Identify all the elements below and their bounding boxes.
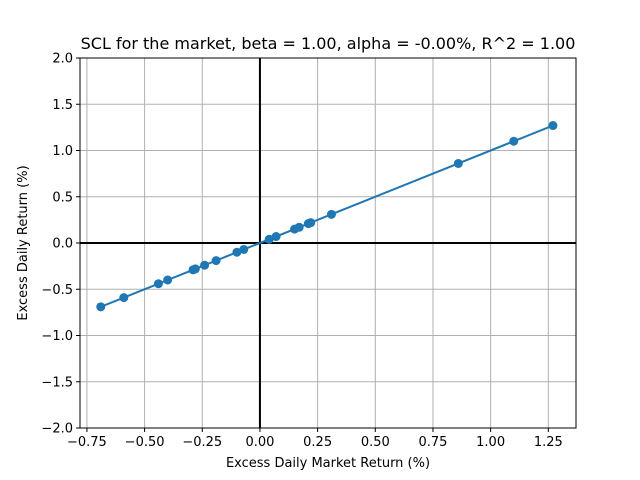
y-tick-label: 0.5 — [52, 190, 73, 205]
data-point — [153, 279, 163, 289]
data-point — [163, 275, 173, 285]
x-tick-label: −0.25 — [182, 435, 222, 450]
x-axis-label: Excess Daily Market Return (%) — [226, 456, 430, 471]
x-tick-label: 1.00 — [476, 435, 505, 450]
chart-title: SCL for the market, beta = 1.00, alpha =… — [81, 34, 576, 53]
y-axis-ticks: −2.0 −1.5 −1.0 −0.5 0.0 0.5 1.0 1.5 2.0 — [41, 52, 80, 437]
y-tick-label: 0.0 — [52, 237, 73, 252]
x-tick-label: 1.25 — [534, 435, 563, 450]
x-tick-label: 0.25 — [303, 435, 332, 450]
x-axis-ticks: −0.75 −0.50 −0.25 0.00 0.25 0.50 0.75 1.00 1.25 — [67, 428, 563, 450]
data-point — [306, 218, 316, 228]
y-tick-label: −1.0 — [41, 329, 73, 344]
x-tick-label: −0.75 — [67, 435, 107, 450]
data-point — [548, 121, 558, 131]
data-point — [239, 244, 249, 254]
data-point — [271, 232, 281, 242]
data-point — [232, 247, 242, 257]
y-tick-label: −1.5 — [41, 375, 73, 390]
x-tick-label: 0.50 — [361, 435, 390, 450]
x-tick-label: 0.00 — [245, 435, 274, 450]
data-point — [453, 158, 463, 168]
y-tick-label: −0.5 — [41, 283, 73, 298]
data-point — [211, 256, 221, 266]
x-tick-label: 0.75 — [418, 435, 447, 450]
y-tick-label: 1.5 — [52, 98, 73, 113]
series-layer — [96, 121, 558, 312]
data-point — [294, 222, 304, 232]
data-point — [200, 260, 210, 270]
data-point — [264, 234, 274, 244]
y-axis-label: Excess Daily Return (%) — [16, 165, 31, 320]
data-point — [96, 302, 106, 312]
data-point — [119, 293, 129, 303]
y-tick-label: −2.0 — [41, 422, 73, 437]
data-point — [190, 264, 200, 274]
data-point — [509, 136, 519, 146]
y-tick-label: 2.0 — [52, 52, 73, 67]
y-tick-label: 1.0 — [52, 144, 73, 159]
regression-line — [100, 124, 554, 308]
x-tick-label: −0.50 — [125, 435, 165, 450]
data-point — [326, 209, 336, 219]
